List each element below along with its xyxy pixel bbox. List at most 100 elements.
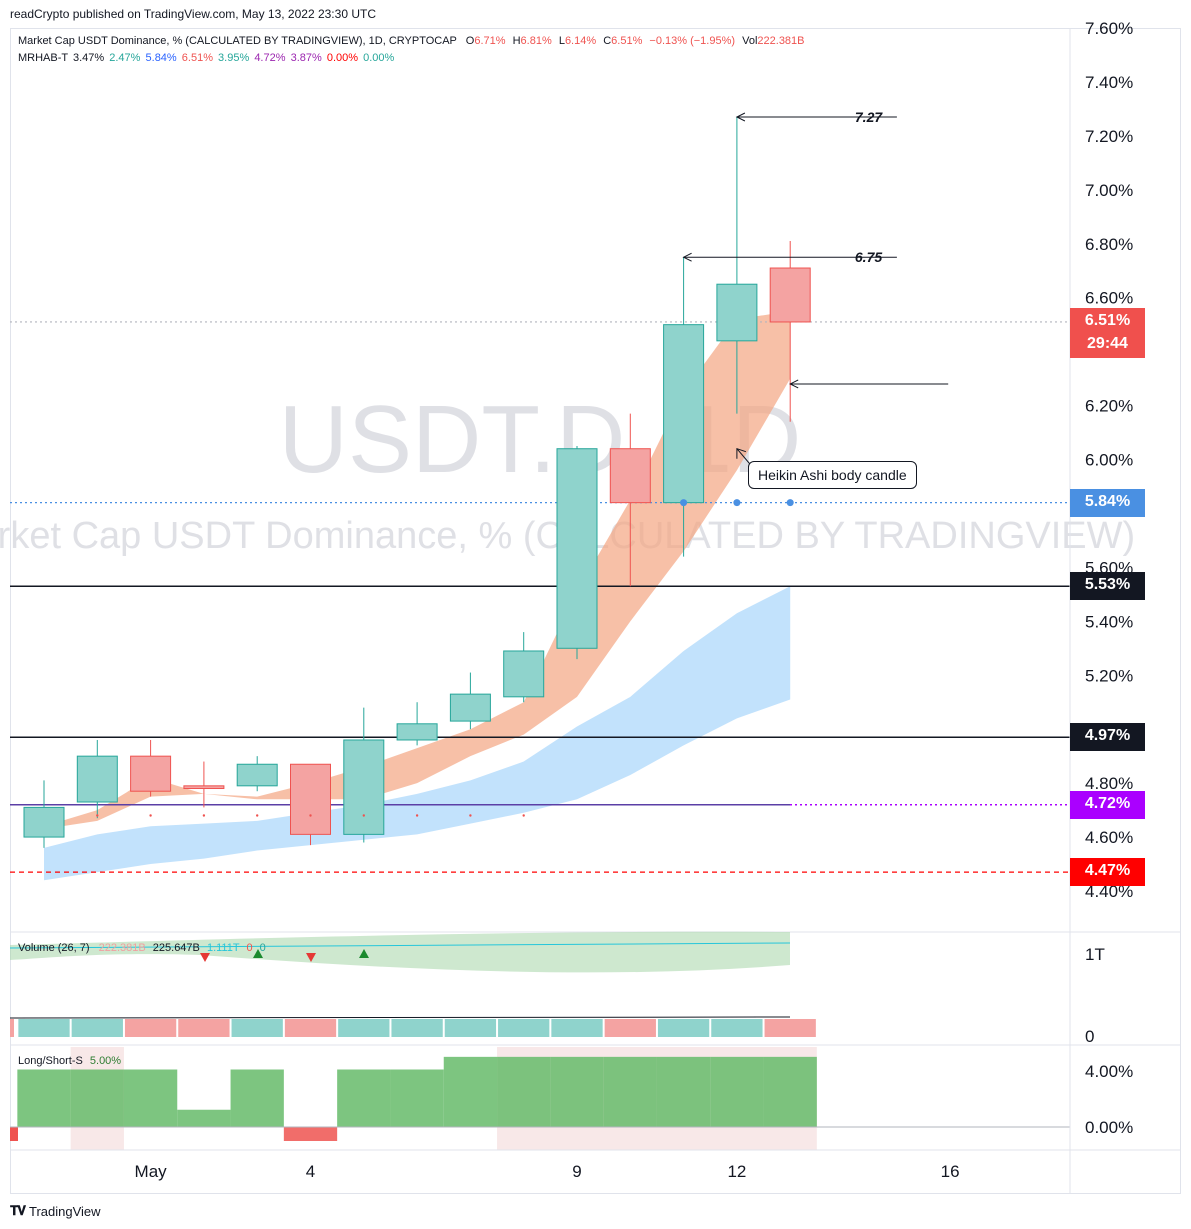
mid-arrow-head — [682, 252, 692, 262]
candle-body — [130, 755, 172, 792]
volume-bar — [178, 1019, 230, 1037]
indicator-value: 2.47% — [109, 52, 141, 64]
ls-bar — [443, 1056, 498, 1127]
ls-axis-label: 4.00% — [1085, 1062, 1133, 1081]
ls-bar — [390, 1069, 444, 1127]
volume-legend-value: 0 — [246, 942, 253, 954]
signal-dot — [309, 814, 312, 817]
x-tick-label: 4 — [306, 1162, 315, 1181]
volume-bar — [711, 1019, 763, 1037]
triangle-up-icon — [253, 949, 263, 958]
indicator-value: 3.95% — [218, 52, 250, 64]
legend-c-label: C — [603, 35, 612, 47]
legend-vol-value: 222.381B — [757, 35, 805, 47]
volume-legend-value: 1.111T — [206, 942, 240, 954]
indicator-value: 3.87% — [290, 52, 322, 64]
candle-body — [663, 324, 705, 504]
volume-axis-label: 1T — [1085, 945, 1105, 964]
price-tag-value: 6.51% — [1084, 311, 1131, 329]
chart-frame — [10, 28, 1181, 1194]
y-tick-label: 6.00% — [1085, 451, 1133, 470]
long-short-legend[interactable]: Long/Short-S 5.00% — [18, 1055, 121, 1067]
level-dot — [733, 499, 741, 507]
y-tick-label: 5.40% — [1085, 612, 1133, 631]
ls-bar — [123, 1069, 178, 1127]
volume-band — [10, 931, 790, 973]
footer[interactable]: 𝐓𝐕 TradingView — [10, 1203, 101, 1219]
long-short-name: Long/Short-S — [18, 1055, 83, 1067]
ls-bar — [710, 1056, 764, 1127]
ls-bar — [497, 1056, 551, 1127]
box-arrow-head — [736, 448, 747, 459]
candle-body — [23, 806, 65, 838]
ls-bar-partial — [10, 1127, 18, 1141]
ls-bar — [550, 1056, 604, 1127]
volume-legend-value: 225.647B — [152, 942, 200, 954]
symbol-legend[interactable]: Market Cap USDT Dominance, % (CALCULATED… — [18, 35, 805, 47]
annotations[interactable]: 7.27 6.75 — [96, 109, 949, 817]
long-short-value: 5.00% — [89, 1055, 122, 1067]
price-tag-value: 5.53% — [1084, 576, 1131, 594]
volume-bar — [657, 1019, 710, 1037]
candle-body — [290, 763, 331, 835]
heikin-ashi-annotation-box[interactable]: Heikin Ashi body candle — [748, 461, 917, 489]
price-tag-value: 5.84% — [1084, 492, 1131, 510]
footer-brand: TradingView — [29, 1203, 101, 1219]
legend-h-label: H — [512, 35, 521, 47]
volume-bar — [551, 1019, 603, 1037]
price-tag: 6.51% 29:44 — [1070, 307, 1145, 358]
ls-bar — [70, 1069, 124, 1127]
y-tick-label: 7.20% — [1085, 127, 1133, 146]
legend-vol-label: Vol — [742, 35, 758, 47]
volume-legend-name: Volume (26, 7) — [18, 942, 90, 954]
candles[interactable] — [23, 116, 811, 848]
legend-c-value: 6.51% — [611, 35, 643, 47]
ls-bar — [230, 1069, 284, 1127]
high-label: 7.27 — [855, 109, 883, 125]
horizontal-levels[interactable] — [10, 321, 1070, 873]
y-tick-label: 6.60% — [1085, 289, 1133, 308]
long-short-pane[interactable]: 4.00% 0.00% — [10, 28, 1180, 1194]
indicator-bands — [44, 311, 791, 881]
candle-body — [769, 267, 811, 323]
volume-legend-value: 0 — [259, 942, 266, 954]
candle-body — [503, 650, 545, 698]
y-tick-label: 4.40% — [1085, 882, 1133, 901]
signal-dot — [256, 814, 259, 817]
price-tag-countdown: 29:44 — [1087, 334, 1128, 352]
legend-o-label: O — [465, 35, 475, 47]
candle-body — [716, 283, 758, 342]
y-tick-label: 4.80% — [1085, 774, 1133, 793]
triangle-down-icon — [200, 953, 210, 962]
candle-body — [236, 763, 278, 787]
volume-ma — [9, 942, 791, 949]
candle-body — [609, 448, 651, 504]
volume-legend[interactable]: Volume (26, 7) 222.381B 225.647B 1.111T … — [18, 942, 266, 954]
volume-bar — [124, 1019, 177, 1037]
volume-pane[interactable]: 1T 0 — [9, 931, 1180, 1046]
candle-body — [449, 693, 491, 722]
price-axis[interactable]: 7.60% 7.40% 7.20% 7.00% 6.80% 6.60% 6.20% 6.00%… — [1085, 19, 1133, 901]
price-tag-value: 4.97% — [1084, 727, 1131, 745]
price-tag: 5.84% — [1070, 488, 1145, 517]
publisher-line: readCrypto published on TradingView.com,… — [10, 7, 376, 21]
triangle-up-icon — [359, 949, 369, 958]
volume-bar — [284, 1019, 337, 1037]
signal-dot — [202, 814, 206, 817]
price-tag: 4.72% — [1070, 790, 1145, 819]
signal-dot — [522, 814, 525, 817]
volume-bar — [391, 1019, 443, 1037]
time-axis[interactable]: May 4 9 12 16 — [135, 1162, 960, 1181]
price-tag-value: 4.47% — [1084, 862, 1131, 880]
indicator-legend[interactable]: MRHAB-T 3.47% 2.47% 5.84% 6.51% 3.95% 4.… — [18, 52, 394, 64]
ls-bar — [656, 1056, 711, 1127]
volume-bar — [764, 1019, 816, 1037]
y-tick-label: 6.20% — [1085, 397, 1133, 416]
y-tick-label: 7.00% — [1085, 181, 1133, 200]
ls-axis-label: 0.00% — [1085, 1118, 1133, 1137]
level-dot — [680, 499, 688, 507]
tradingview-logo-icon: 𝐓𝐕 — [10, 1203, 26, 1218]
volume-line — [9, 1016, 791, 1019]
indicator-value: 4.72% — [254, 52, 286, 64]
